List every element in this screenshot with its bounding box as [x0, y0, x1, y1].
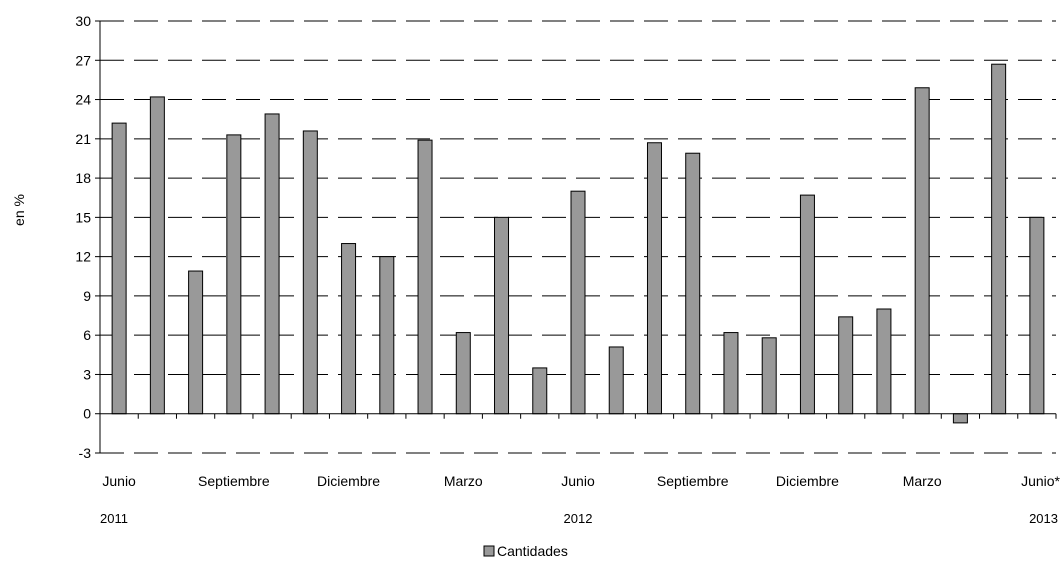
y-tick-label: 0 [83, 406, 91, 422]
x-tick-label: Diciembre [317, 473, 380, 489]
x-tick-label: Junio* [1021, 473, 1060, 489]
bar [302, 130, 318, 415]
y-tick-label: 18 [75, 170, 91, 186]
y-tick-label: 6 [83, 327, 91, 343]
bar [685, 152, 701, 415]
bar [799, 194, 815, 415]
y-tick-label: 30 [75, 13, 91, 29]
bar [417, 139, 433, 415]
y-tick-label: 12 [75, 249, 91, 265]
y-axis-label: en % [11, 194, 27, 226]
x-tick-labels: Junio Septiembre Diciembre Marzo Junio Septie… [102, 473, 1060, 489]
y-tick-label: 24 [75, 92, 91, 108]
bar [952, 413, 968, 424]
bar [608, 346, 624, 415]
axes [95, 20, 1057, 454]
y-tick-label: 21 [75, 131, 91, 147]
x-tick-label: Septiembre [657, 473, 729, 489]
year-label: 2012 [564, 511, 593, 526]
year-labels: 2011 2012 2013 [100, 511, 1058, 526]
bar [455, 332, 471, 415]
x-tick-label: Junio [561, 473, 595, 489]
bar [341, 243, 357, 415]
bar [761, 337, 777, 415]
bar [149, 96, 165, 415]
y-tick-label: 3 [83, 366, 91, 382]
x-tick-label: Septiembre [198, 473, 270, 489]
x-tick-label: Marzo [903, 473, 942, 489]
year-label: 2011 [100, 511, 128, 526]
bar [723, 332, 739, 415]
bar [646, 142, 662, 415]
bar [914, 87, 930, 415]
y-tick-label: 27 [75, 52, 91, 68]
x-tick-label: Junio [102, 473, 136, 489]
year-label: 2013 [1029, 511, 1058, 526]
bar [991, 63, 1007, 415]
bar [570, 190, 586, 415]
y-tick-label: 15 [75, 209, 91, 225]
x-tick-label: Marzo [444, 473, 483, 489]
legend-swatch [483, 545, 495, 557]
bar [532, 367, 548, 415]
bar [876, 308, 892, 415]
y-tick-labels: -3 0 3 6 9 12 15 18 21 24 27 30 [75, 13, 91, 461]
y-tick-label: -3 [79, 445, 92, 461]
bars [111, 63, 1045, 424]
legend: Cantidades [483, 543, 568, 559]
bar [226, 134, 242, 415]
bar [838, 316, 854, 415]
bar [188, 270, 204, 415]
bar [494, 216, 510, 415]
bar [1029, 216, 1045, 415]
bar [111, 122, 127, 415]
bar [379, 256, 395, 415]
x-tick-label: Diciembre [776, 473, 839, 489]
bar [264, 113, 280, 415]
y-tick-label: 9 [83, 288, 91, 304]
legend-label: Cantidades [497, 543, 568, 559]
